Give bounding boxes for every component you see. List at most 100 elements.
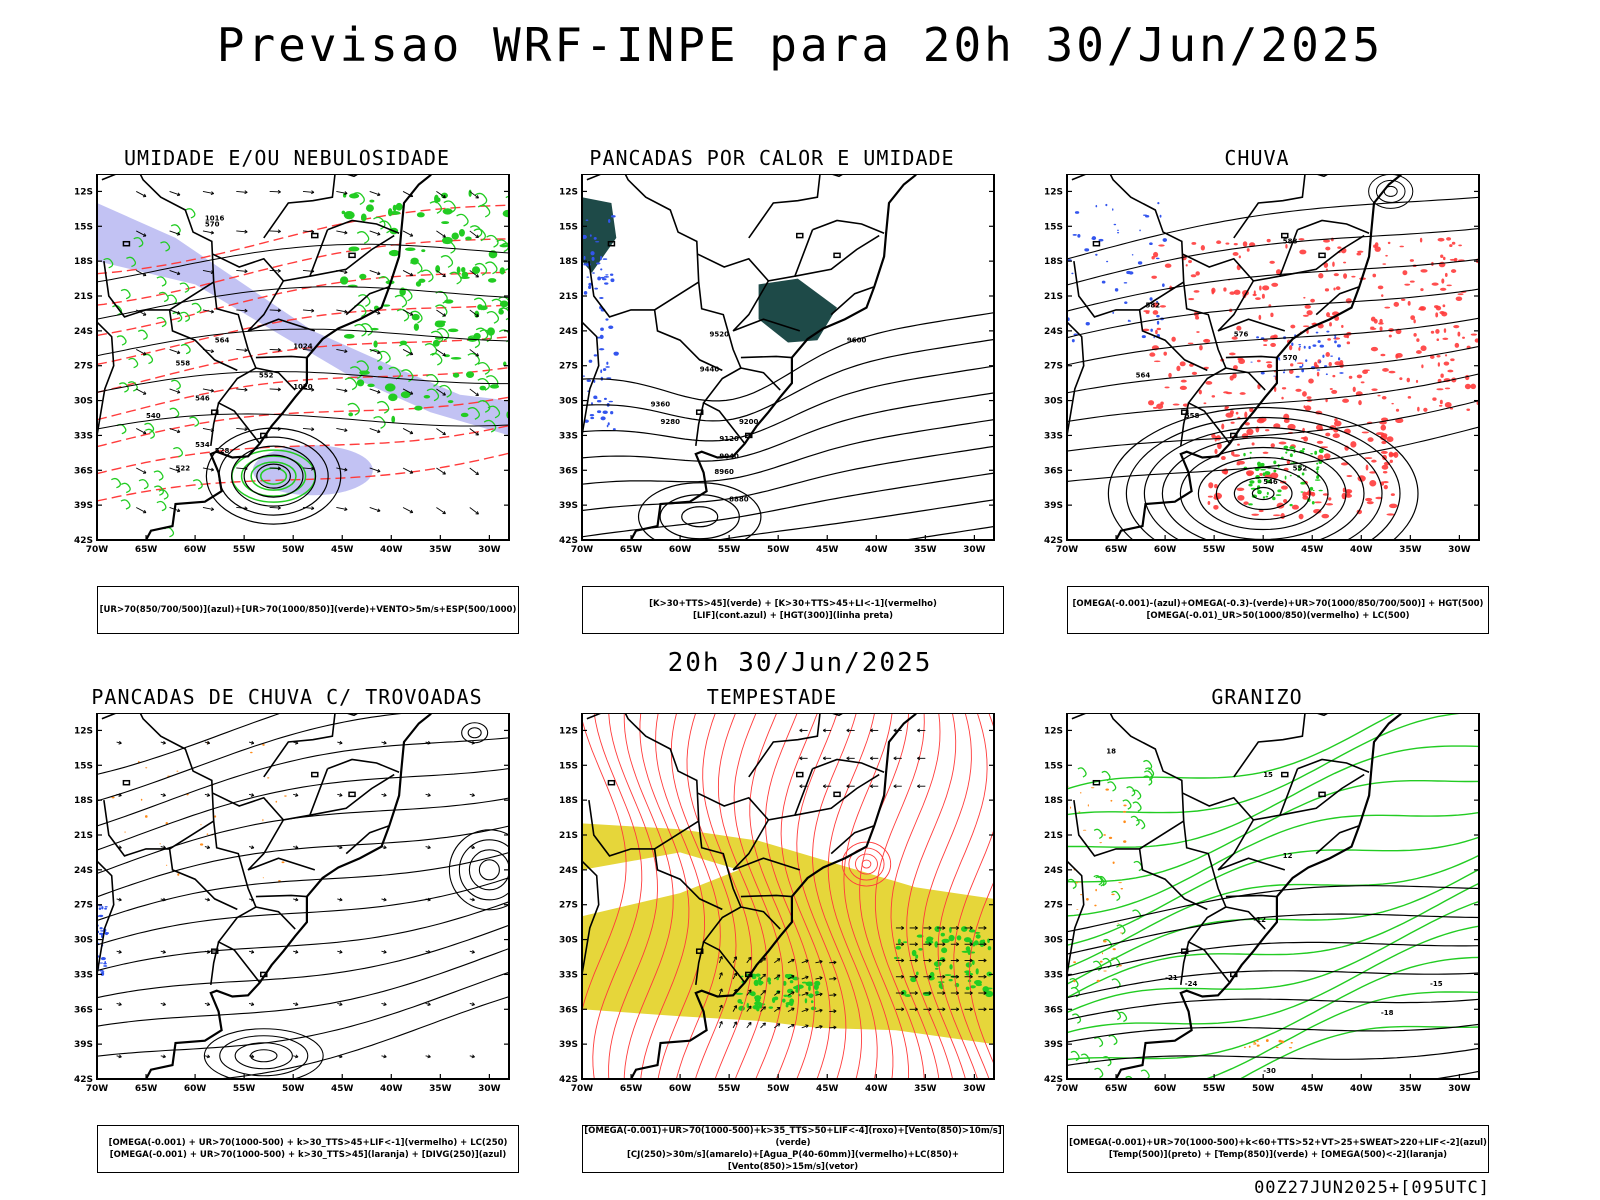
lat-label: 18S: [559, 796, 578, 806]
panel-title: PANCADAS POR CALOR E UMIDADE: [589, 146, 955, 170]
lon-label: 65W: [620, 1084, 643, 1094]
lon-label: 60W: [669, 545, 692, 555]
contour-label: 534: [195, 441, 210, 449]
lat-label: 18S: [1044, 796, 1063, 806]
lat-label: 27S: [1044, 901, 1063, 911]
contour-label: -30: [1263, 1067, 1276, 1075]
lon-label: 60W: [1154, 545, 1177, 555]
contour-label: 570: [1283, 354, 1298, 362]
lon-label: 50W: [282, 1084, 305, 1094]
lon-label: 40W: [1350, 545, 1373, 555]
panel-tempestade: TEMPESTADE 12S 15S 18S 21S 24S 27S 30S 33S 36S 39…: [532, 685, 1012, 1173]
main-title: Previsao WRF-INPE para 20h 30/Jun/2025: [216, 18, 1384, 72]
lat-label: 42S: [1044, 536, 1063, 546]
lon-label: 35W: [1399, 545, 1422, 555]
lat-label: 30S: [559, 397, 578, 407]
lon-label: 40W: [1350, 1084, 1373, 1094]
lat-label: 39S: [559, 1040, 578, 1050]
lat-label: 42S: [559, 536, 578, 546]
panel-legend: [OMEGA(-0.001)+UR>70(1000-500)+k>35_TTS>…: [582, 1125, 1004, 1173]
lon-label: 60W: [669, 1084, 692, 1094]
legend-line: [OMEGA(-0.001) + UR>70(1000-500) + k>30_…: [109, 1150, 507, 1160]
lon-label: 45W: [816, 545, 839, 555]
lon-label: 65W: [1105, 1084, 1128, 1094]
lat-label: 33S: [74, 431, 93, 441]
contour-label: 9440: [700, 366, 720, 374]
contour-label: 564: [1136, 371, 1151, 379]
lat-label: 24S: [559, 866, 578, 876]
lon-label: 55W: [1203, 1084, 1226, 1094]
lon-label: 65W: [135, 545, 158, 555]
lon-label: 45W: [331, 545, 354, 555]
lat-label: 39S: [1044, 1040, 1063, 1050]
lat-label: 36S: [74, 1005, 93, 1015]
panel-title: UMIDADE E/OU NEBULOSIDADE: [123, 146, 451, 170]
lat-label: 33S: [1044, 431, 1063, 441]
lon-label: 55W: [1203, 545, 1226, 555]
panel-title: PANCADAS DE CHUVA C/ TROVOADAS: [91, 685, 483, 709]
lat-label: 21S: [559, 292, 578, 302]
contour-label: 570: [205, 220, 220, 228]
lat-label: 15S: [1044, 761, 1063, 771]
lon-label: 55W: [233, 1084, 256, 1094]
legend-line: [UR>70(850/700/500)](azul)+[UR>70(1000/8…: [99, 605, 517, 615]
panel-chuva: CHUVA 588 582 576 570 564 558 552 546 12S 15S 18S 2…: [1017, 146, 1497, 634]
contour-label: -15: [1430, 980, 1443, 988]
lat-label: 24S: [1044, 866, 1063, 876]
contour-label: -18: [1381, 1009, 1394, 1017]
lon-label: 70W: [86, 1084, 109, 1094]
contour-label: 576: [1234, 331, 1249, 339]
contour-label: 15: [1263, 771, 1273, 779]
lon-label: 70W: [571, 545, 594, 555]
contour-label: 12: [1283, 852, 1293, 860]
lat-label: 39S: [74, 501, 93, 511]
lat-label: 15S: [1044, 222, 1063, 232]
contour-label: 546: [1263, 478, 1278, 486]
legend-line: [OMEGA(-0.01)_UR>50(1000/850)(vermelho) …: [1146, 611, 1410, 621]
panel-legend: [OMEGA(-0.001) + UR>70(1000-500) + k>30_…: [97, 1125, 519, 1173]
lon-label: 35W: [429, 545, 452, 555]
lat-label: 12S: [1044, 726, 1063, 736]
contour-label: 9200: [739, 418, 759, 426]
lon-label: 50W: [767, 545, 790, 555]
lat-label: 30S: [74, 936, 93, 946]
lon-label: 30W: [1448, 1084, 1471, 1094]
lat-label: 36S: [559, 466, 578, 476]
lat-label: 30S: [559, 936, 578, 946]
lat-label: 18S: [74, 796, 93, 806]
lat-label: 27S: [559, 362, 578, 372]
legend-line: [OMEGA(-0.001) + UR>70(1000-500) + k>30_…: [108, 1138, 508, 1148]
lat-label: 18S: [559, 257, 578, 267]
lat-label: 18S: [74, 257, 93, 267]
map-pancadas: 9600 9520 9440 9360 9280 9200 9120 9040 8960 8880…: [559, 174, 995, 555]
map-granizo: -15 -18 -21 -24 -30 -12 15 18 12 12S 15S 18S 21S 24S 2…: [1044, 713, 1480, 1094]
lat-label: 42S: [559, 1075, 578, 1085]
legend-line: [OMEGA(-0.001)+UR>70(1000-500)+k<60+TTS>…: [1069, 1138, 1487, 1148]
lat-label: 33S: [559, 970, 578, 980]
contour-label: 1024: [293, 342, 313, 350]
lon-label: 30W: [478, 545, 501, 555]
lat-label: 42S: [1044, 1075, 1063, 1085]
contour-label: 8880: [729, 496, 749, 504]
contour-label: 9280: [660, 418, 680, 426]
lon-label: 35W: [1399, 1084, 1422, 1094]
lon-label: 55W: [718, 545, 741, 555]
lat-label: 24S: [559, 327, 578, 337]
lat-label: 15S: [559, 761, 578, 771]
lat-label: 24S: [1044, 327, 1063, 337]
lon-label: 30W: [963, 545, 986, 555]
lon-label: 50W: [282, 545, 305, 555]
lat-label: 39S: [1044, 501, 1063, 511]
contour-label: 8960: [714, 468, 734, 476]
map-umidade: 1016 1020 1024 570 564 558 552 546 540 534 528 522 1…: [74, 174, 510, 555]
legend-line: [CJ(250)>30m/s](amarelo)+[Agua_P(40-60mm…: [626, 1150, 960, 1172]
contour-label: 522: [175, 464, 190, 472]
lat-label: 39S: [559, 501, 578, 511]
lon-label: 35W: [914, 545, 937, 555]
lat-label: 21S: [1044, 292, 1063, 302]
contour-label: 582: [1145, 302, 1160, 310]
panel-legend: [K>30+TTS>45](verde) + [K>30+TTS>45+LI<-…: [582, 586, 1004, 634]
contour-label: 564: [215, 336, 230, 344]
lon-label: 60W: [1154, 1084, 1177, 1094]
contour-label: -24: [1185, 980, 1198, 988]
